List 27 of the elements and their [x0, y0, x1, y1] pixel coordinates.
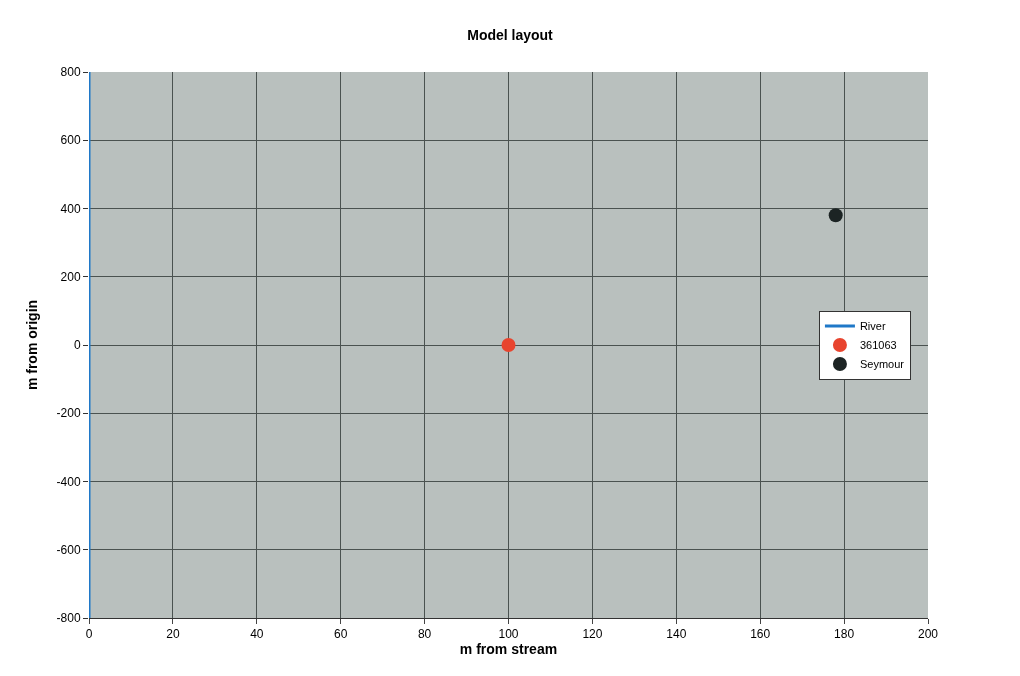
line-series: [89, 72, 91, 618]
x-tick-label: 160: [750, 627, 771, 642]
y-tick-label: 600: [60, 133, 81, 148]
y-tick-label: -400: [56, 474, 81, 489]
x-tick-label: 120: [582, 627, 603, 642]
x-tick-label: 20: [166, 627, 180, 642]
x-tick-label: 40: [250, 627, 264, 642]
y-tick-label: -200: [56, 406, 81, 421]
x-tick-label: 100: [498, 627, 519, 642]
x-tick-label: 60: [334, 627, 348, 642]
legend-label: 361063: [859, 339, 897, 352]
y-tick-label: -600: [56, 542, 81, 557]
x-tick-label: 0: [85, 627, 93, 642]
y-tick-label: 800: [60, 65, 81, 80]
x-tick-label: 180: [834, 627, 855, 642]
x-tick-label: 80: [417, 627, 432, 642]
x-axis-title: m from stream: [459, 641, 558, 658]
y-axis-title: m from origin: [24, 299, 41, 391]
legend-label: Seymour: [859, 358, 905, 371]
x-tick-label: 200: [917, 627, 939, 642]
chart-title: Model layout: [467, 27, 554, 44]
y-tick-label: -800: [56, 611, 81, 626]
y-tick-label: 0: [73, 338, 81, 353]
legend-label: River: [859, 320, 886, 333]
y-tick-label: 200: [60, 269, 81, 284]
y-tick-label: 400: [60, 201, 81, 216]
x-tick-label: 140: [666, 627, 687, 642]
